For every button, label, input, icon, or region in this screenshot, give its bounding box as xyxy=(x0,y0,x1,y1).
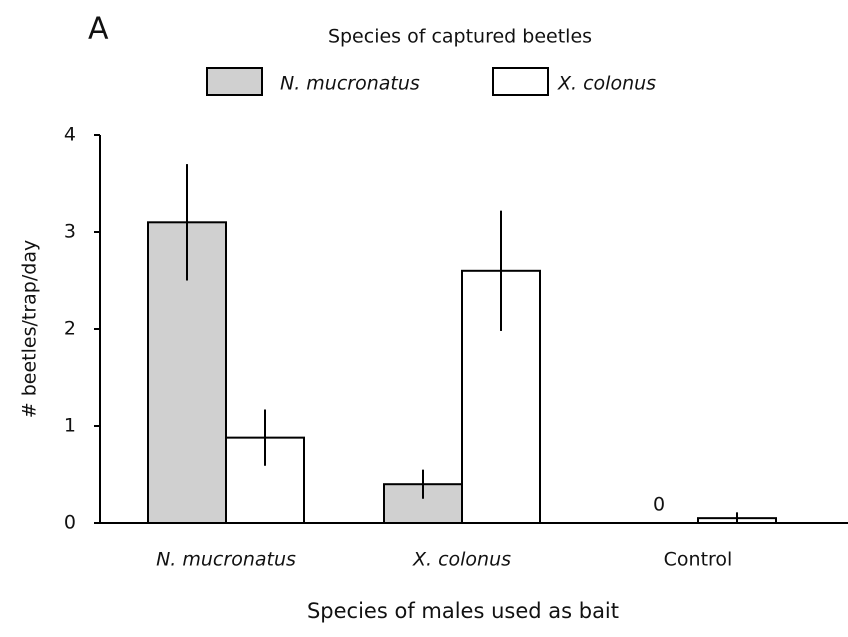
y-tick-label: 0 xyxy=(64,512,76,534)
y-tick-label: 2 xyxy=(64,318,76,340)
x-tick-label: Control xyxy=(664,549,733,571)
x-tick-label: N. mucronatus xyxy=(156,549,296,571)
value-label: 0 xyxy=(653,494,665,516)
legend-title: Species of captured beetles xyxy=(328,26,592,48)
y-tick-label: 1 xyxy=(64,415,76,437)
x-axis-label: Species of males used as bait xyxy=(307,599,619,623)
legend-label: N. mucronatus xyxy=(280,73,420,95)
y-tick-label: 4 xyxy=(64,124,76,146)
x-tick-label: X. colonus xyxy=(412,549,511,571)
legend-swatch xyxy=(206,67,263,96)
y-tick-label: 3 xyxy=(64,221,76,243)
panel-label: A xyxy=(88,12,109,47)
y-axis-label: # beetles/trap/day xyxy=(19,240,41,418)
legend-label: X. colonus xyxy=(557,73,656,95)
legend-swatch xyxy=(492,67,549,96)
